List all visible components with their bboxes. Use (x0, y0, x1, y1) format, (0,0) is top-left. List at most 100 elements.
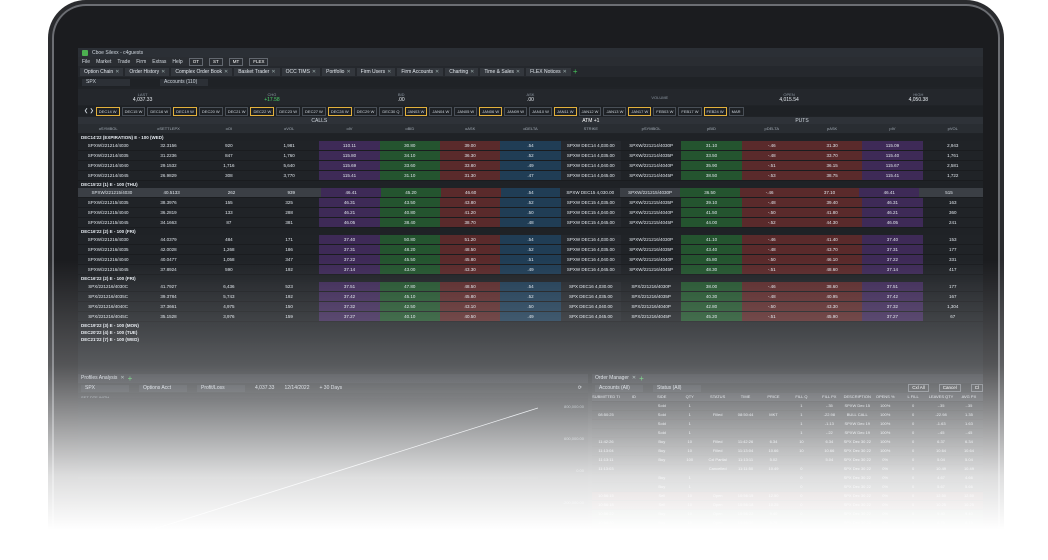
close-icon[interactable]: ✕ (387, 68, 392, 75)
om-filter-button[interactable]: Cxl All (908, 384, 929, 392)
order-column-header[interactable]: SIDE (657, 394, 667, 399)
order-column-header[interactable]: ID (631, 394, 636, 399)
close-icon[interactable]: ✕ (311, 68, 317, 75)
close-icon[interactable]: ✕ (224, 68, 229, 75)
expiration-button[interactable]: DEC15 W (121, 106, 146, 116)
tab-7[interactable]: Firm Accounts ✕ (397, 67, 444, 76)
column-header[interactable]: pDELTA (764, 126, 780, 131)
expiration-button[interactable]: JAN05 W (454, 106, 478, 116)
column-header[interactable]: pSYMBOL (641, 126, 661, 131)
expiration-button[interactable]: DEC28 W (327, 106, 352, 116)
column-header[interactable]: oOI (225, 126, 233, 131)
order-row[interactable]: Sold 1 1 -.22 SPXW Dec 19 22 4,030 Call 100% 0… (592, 429, 983, 438)
order-column-header[interactable]: TIME (740, 394, 751, 399)
menu-help[interactable]: Help (172, 58, 183, 65)
column-header[interactable]: pIV (889, 126, 896, 131)
column-header[interactable]: oSYMBOL (98, 126, 118, 131)
order-column-header[interactable]: PRICE (767, 394, 780, 399)
expiration-button[interactable]: DEC20 W (198, 106, 223, 116)
close-icon[interactable]: ✕ (346, 68, 351, 75)
tool-button-st[interactable]: ST (208, 57, 223, 66)
chain-row[interactable]: SPXW/221215/4030 40.5133 262 939 46.41 45.20 4… (78, 188, 983, 198)
expiration-button[interactable]: DEC30 Q (379, 106, 403, 116)
chain-row[interactable]: SPX/221216/4040C 37.3661 4,975 150 37.32 42.5… (78, 302, 983, 312)
om-status-select[interactable]: Status (All) (653, 384, 701, 392)
om-filter-button[interactable]: Cancel (938, 384, 961, 392)
expiration-button[interactable]: FEB24 W (703, 106, 727, 116)
expiry-group-header[interactable]: DEC15'22 (1) E - 100 (THU) (78, 181, 983, 188)
order-column-header[interactable]: LEAVES QTY (928, 394, 954, 399)
add-tab-icon[interactable]: + (572, 67, 578, 76)
chain-row[interactable]: SPXW/221216/4045 37.8924 590 192 37.14 43.00 4… (78, 265, 983, 275)
close-icon[interactable]: ✕ (161, 68, 166, 75)
expiration-button[interactable]: JAN09 W (504, 106, 528, 116)
expiration-button[interactable]: JAN04 W (429, 106, 453, 116)
order-column-header[interactable]: DESCRIPTION (843, 394, 871, 399)
column-header[interactable]: pVOL (947, 126, 958, 131)
tab-4[interactable]: OCC TIMS ✕ (281, 67, 321, 76)
chain-row[interactable]: SPXW/221215/4045 34.1663 87 381 46.05 38.40 38… (78, 218, 983, 228)
order-row[interactable]: 10:56:15 Sell 10 Open 10:56:15 12.50 0 SPX Dec … (592, 492, 983, 501)
menu-file[interactable]: File (82, 58, 91, 65)
expiration-button[interactable]: MAR (728, 106, 744, 116)
order-column-header[interactable]: FILL Q (795, 394, 808, 399)
order-column-header[interactable]: FILL PX (822, 394, 837, 399)
chain-row[interactable]: SPXW/221214/4045 26.9829 308 3,770 115.41 31.… (78, 171, 983, 181)
chain-row[interactable]: SPXW/221215/4035 38.3976 155 325 46.31 43.50 4… (78, 198, 983, 208)
order-column-header[interactable]: AVG PX (961, 394, 977, 399)
expiration-button[interactable]: JAN17 W (628, 106, 652, 116)
order-row[interactable]: 08:50:25 Sold 1 Filled 08:50:44 MKT 1 -22.98 BUL… (592, 411, 983, 420)
chain-row[interactable]: SPX/221216/4030C 41.7927 6,436 523 37.51 47.8… (78, 282, 983, 292)
profile-days[interactable]: + 30 Days (319, 385, 343, 391)
profile-symbol-select[interactable]: SPX (81, 384, 129, 392)
tab-0[interactable]: Option Chain ✕ (80, 67, 124, 76)
column-header[interactable]: STRIKE (583, 126, 599, 131)
collapsed-group-header[interactable]: DEC21'22 (7) E - 100 (WED) (78, 336, 983, 343)
order-row[interactable]: Sold 1 1 -.35 SPXW Dec 15 22 4,020 Call 100% 0… (592, 402, 983, 411)
expiration-button[interactable]: DEC27 W (302, 106, 326, 116)
chain-row[interactable]: SPXW/221214/4030 32.3156 920 1,981 110.11 30.… (78, 141, 983, 151)
expiration-button[interactable]: DEC21 W (224, 106, 249, 116)
expiration-button[interactable]: JAN10 W (529, 106, 552, 116)
order-column-header[interactable]: STATUS (710, 394, 726, 399)
chain-row[interactable]: SPX/221216/4045C 35.1528 3,976 159 37.27 40.1… (78, 312, 983, 322)
tab-8[interactable]: Charting ✕ (445, 67, 479, 76)
expiration-button[interactable]: DEC29 W (353, 106, 378, 116)
expiration-button[interactable]: JAN13 W (603, 106, 627, 116)
symbol-select[interactable]: SPX (82, 78, 130, 86)
chain-row[interactable]: SPXW/221214/4035 31.2236 847 1,760 115.80 34.… (78, 151, 983, 161)
order-row[interactable]: 11:13:04 Buy 10 Filled 11:13:04 10.66 10 10.66 S… (592, 447, 983, 456)
close-icon[interactable]: ✕ (120, 375, 125, 381)
close-icon[interactable]: ✕ (470, 68, 475, 75)
order-row[interactable]: 10:56:18 Sell 10 Open 10:56:18 10.25 0 SPX Dec … (592, 501, 983, 510)
menu-market[interactable]: Market (96, 58, 112, 65)
om-accounts-select[interactable]: Accounts (All) (595, 384, 643, 392)
collapsed-group-header[interactable]: DEC19'22 (3) E - 100 (MON) (78, 322, 983, 329)
add-tab-icon[interactable]: + (639, 374, 644, 383)
profile-account-select[interactable]: Options Acct (139, 384, 187, 392)
chain-row[interactable]: SPXW/221216/4030 44.0379 484 171 37.40 50.80 5… (78, 235, 983, 245)
expiration-button[interactable]: FEB03 W (653, 106, 677, 116)
collapsed-group-header[interactable]: DEC20'22 (4) E - 100 (TUE) (78, 329, 983, 336)
expiration-button[interactable]: FEB17 W (678, 106, 702, 116)
tab-9[interactable]: Time & Sales ✕ (480, 67, 525, 76)
expiration-button[interactable]: JAN06 W (479, 106, 503, 116)
atm-select[interactable]: ATM +1 (582, 117, 600, 124)
expiration-button[interactable]: JAN11 W (553, 106, 577, 116)
close-icon[interactable]: ✕ (515, 68, 521, 75)
tab-5[interactable]: Portfolio ✕ (322, 67, 355, 76)
expiry-group-header[interactable]: DEC16'22 (2) E - 100 (FRI) (78, 228, 983, 235)
order-row[interactable]: 11:13:03 Cancelled 11:11:50 10.49 0 SPX Dec 3… (592, 465, 983, 474)
accounts-select[interactable]: Accounts (110) (160, 78, 208, 86)
order-manager-tab[interactable]: Order Manager ✕ + (592, 374, 983, 383)
profile-mode-select[interactable]: Profit/Loss (197, 384, 245, 392)
add-tab-icon[interactable]: + (127, 374, 133, 383)
tab-1[interactable]: Order History ✕ (125, 67, 170, 76)
order-column-header[interactable]: SUBMITTED TI (592, 394, 620, 399)
tool-button-flex[interactable]: FLEX (249, 57, 269, 66)
expiration-button[interactable]: DEC22 W (250, 106, 275, 116)
nav-arrows-icon[interactable]: ❮ ❯ (84, 108, 94, 114)
refresh-icon[interactable]: ⟳ (577, 385, 582, 391)
order-row[interactable]: 10:57:02 Buy 5 Open 10:57:02 7.60 0 SPX Dec 30 … (592, 528, 983, 537)
